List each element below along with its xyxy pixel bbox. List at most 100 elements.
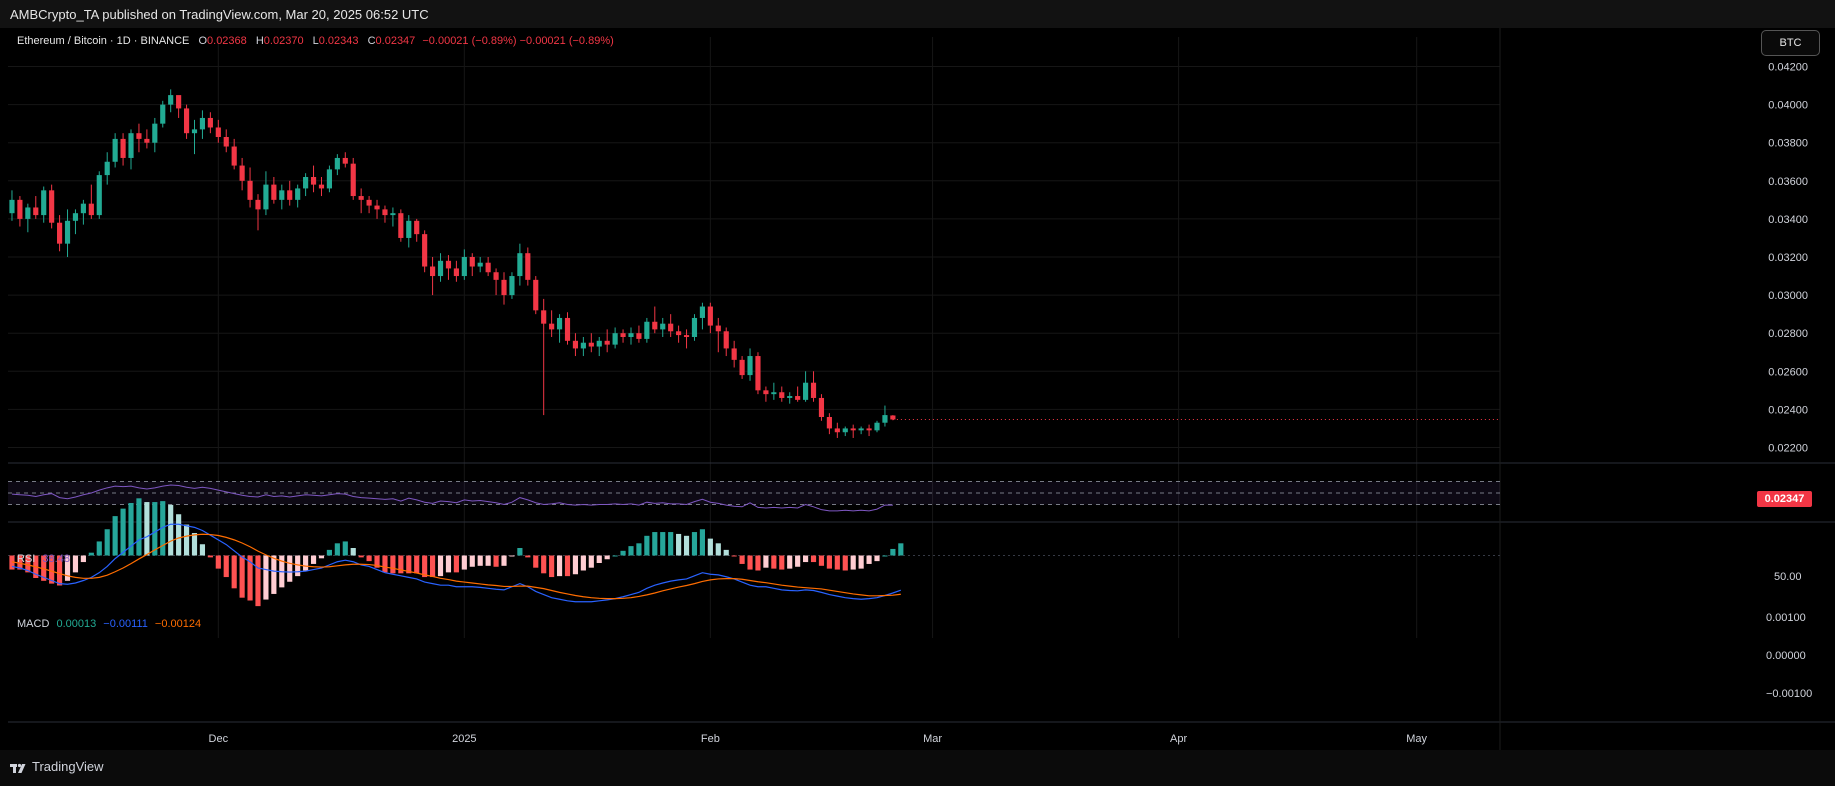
- candle-body: [33, 207, 39, 216]
- macd-line: [11, 523, 902, 603]
- macd-histogram-bar: [715, 543, 721, 556]
- macd-histogram-bar: [779, 555, 785, 570]
- candle-body: [874, 422, 880, 431]
- macd-histogram-bar: [477, 555, 483, 566]
- open-key: O: [198, 35, 208, 47]
- time-tick-label: Mar: [923, 733, 942, 745]
- candle-body: [564, 317, 571, 341]
- rsi-label[interactable]: RSI: [17, 553, 36, 565]
- candle-body: [96, 175, 102, 216]
- candle-body: [834, 428, 840, 433]
- macd-histogram-bar: [374, 555, 380, 568]
- macd-histogram-bar: [850, 555, 856, 570]
- candle-body: [120, 138, 126, 158]
- macd-histogram-bar: [676, 533, 682, 556]
- candle-body: [25, 207, 31, 219]
- macd-histogram-bar: [295, 555, 301, 577]
- macd-histogram-bar: [25, 555, 31, 573]
- candle-body: [636, 333, 642, 339]
- macd-histogram-bar: [231, 555, 237, 589]
- brand-text: TradingView: [32, 759, 104, 774]
- candle-body: [858, 428, 864, 431]
- currency-button[interactable]: BTC: [1761, 30, 1820, 56]
- macd-histogram-bar: [834, 555, 840, 570]
- macd-histogram-bar: [501, 555, 507, 566]
- macd-histogram-bar: [826, 555, 832, 569]
- time-tick-label: Dec: [209, 733, 229, 745]
- candle-body: [422, 234, 428, 267]
- candle-body: [191, 129, 198, 134]
- macd-histogram-bar: [430, 555, 436, 578]
- macd-histogram-bar: [652, 532, 658, 556]
- rsi-level-label: 50.00: [1774, 571, 1802, 583]
- macd-histogram-bar: [771, 555, 777, 569]
- price-tick-label: 0.02600: [1768, 366, 1808, 378]
- macd-histogram-bar: [358, 555, 364, 558]
- candle-body: [303, 177, 309, 189]
- price-tick-label: 0.03400: [1768, 214, 1808, 226]
- macd-histogram-bar: [57, 555, 63, 586]
- chart-area[interactable]: 0.04200 0.04000 0.03800 0.03600 0.03400 0.032…: [8, 28, 1835, 750]
- low-key: L: [312, 35, 319, 47]
- candle-body: [652, 321, 658, 330]
- macd-histogram-bar: [144, 502, 150, 556]
- candle-body: [239, 165, 245, 181]
- macd-histogram-bar: [382, 555, 388, 573]
- tradingview-logo-icon: [10, 763, 26, 773]
- candle-body: [207, 117, 213, 128]
- candle-body: [215, 127, 221, 137]
- candle-body: [41, 190, 47, 216]
- candle-body: [263, 184, 269, 210]
- footer: TradingView: [0, 750, 1835, 786]
- candle-body: [850, 428, 856, 431]
- macd-signal-value: −0.00124: [154, 618, 202, 630]
- candle-body: [525, 253, 531, 280]
- close-value: 0.02347: [375, 35, 416, 47]
- symbol-label[interactable]: Ethereum / Bitcoin · 1D · BINANCE: [17, 35, 190, 47]
- rsi-legend: RSI 38.48: [17, 553, 70, 565]
- macd-histogram-bar: [533, 555, 539, 568]
- candle-body: [453, 268, 459, 277]
- candle-body: [287, 190, 293, 200]
- macd-label[interactable]: MACD: [17, 618, 50, 630]
- macd-histogram-bar: [493, 555, 499, 567]
- candle-body: [152, 123, 158, 143]
- macd-histogram-bar: [199, 544, 206, 556]
- macd-histogram-bar: [683, 535, 690, 556]
- macd-histogram-bar: [612, 555, 618, 557]
- macd-histogram-bar: [691, 532, 698, 556]
- price-tick-label: 0.02200: [1768, 442, 1808, 454]
- candle-body: [183, 108, 190, 134]
- macd-histogram-bar: [334, 543, 340, 556]
- candle-body: [795, 396, 801, 400]
- macd-histogram-bar: [414, 555, 420, 574]
- macd-histogram-bar: [731, 555, 737, 557]
- macd-histogram-bar: [588, 555, 594, 568]
- macd-histogram-bar: [604, 555, 610, 560]
- candle-body: [668, 323, 674, 332]
- macd-histogram-bar: [620, 550, 626, 556]
- candle-body: [398, 213, 404, 238]
- candle-body: [580, 342, 586, 349]
- macd-histogram-bar: [406, 555, 412, 574]
- macd-histogram-bar: [668, 532, 674, 556]
- macd-histogram-bar: [485, 555, 491, 566]
- candle-body: [88, 203, 94, 216]
- signal-line: [11, 533, 901, 600]
- change-value: −0.00021 (−0.89%) −0.00021 (−0.89%): [422, 35, 614, 47]
- price-tick-label: 0.03800: [1768, 138, 1808, 150]
- macd-histogram-bar: [636, 543, 642, 556]
- macd-histogram-bar: [517, 548, 523, 556]
- macd-histogram-bar: [874, 555, 880, 562]
- chart-svg[interactable]: 0.04200 0.04000 0.03800 0.03600 0.03400 0.032…: [8, 28, 1835, 750]
- macd-histogram-bar: [80, 555, 86, 563]
- macd-histogram-bar: [739, 555, 745, 564]
- macd-histogram-bar: [17, 555, 23, 570]
- macd-histogram-bar: [191, 533, 198, 556]
- candle-body: [350, 163, 356, 197]
- macd-histogram-bar: [326, 549, 332, 556]
- macd-histogram-bar: [445, 555, 452, 573]
- candle-body: [818, 397, 825, 417]
- candle-body: [17, 199, 23, 219]
- candle-body: [517, 253, 523, 277]
